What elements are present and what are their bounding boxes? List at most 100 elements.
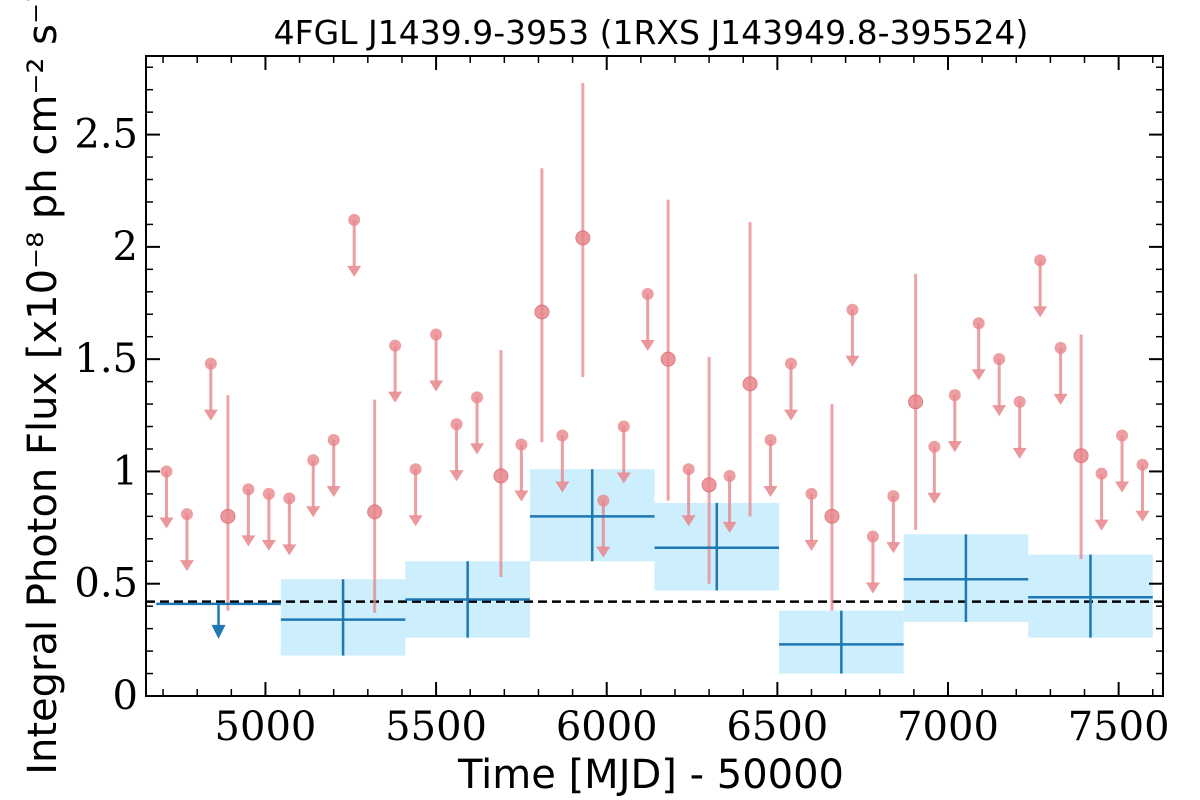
short-bin-point bbox=[660, 351, 676, 367]
short-bin-point bbox=[367, 504, 383, 520]
y-tick-label: 0 bbox=[113, 673, 138, 719]
short-bin-upper-limit-marker bbox=[597, 494, 610, 507]
short-bin-upper-limit-arrow bbox=[681, 515, 696, 527]
short-bin-point bbox=[824, 508, 840, 524]
short-bin-upper-limit-marker bbox=[785, 357, 798, 370]
short-bin-upper-limit-arrow bbox=[470, 443, 485, 455]
short-bin-upper-limit-marker bbox=[866, 530, 879, 543]
short-bin-upper-limit-marker bbox=[204, 357, 217, 370]
short-bin-upper-limit-marker bbox=[450, 418, 463, 431]
short-bin-upper-limit-arrow bbox=[596, 546, 611, 558]
short-bin-upper-limit-marker bbox=[993, 353, 1006, 366]
short-bin-upper-limit-arrow bbox=[514, 490, 529, 502]
chart-title: 4FGL J1439.9-3953 (1RXS J143949.8-395524… bbox=[274, 13, 1029, 52]
short-bin-upper-limit-arrow bbox=[449, 470, 464, 482]
y-tick-label: 2.5 bbox=[74, 112, 138, 158]
y-tick-label: 0.5 bbox=[74, 561, 138, 607]
short-bin-upper-limit-marker bbox=[1116, 429, 1129, 442]
short-bin-upper-limit-arrow bbox=[306, 506, 321, 518]
short-bin-upper-limit-marker bbox=[515, 438, 528, 451]
short-bin-point bbox=[575, 230, 591, 246]
short-bin-upper-limit-arrow bbox=[784, 409, 799, 421]
x-axis-label: Time [MJD] - 50000 bbox=[457, 752, 844, 798]
short-bin-upper-limit-arrow bbox=[971, 369, 986, 381]
short-bin-upper-limit-marker bbox=[471, 391, 484, 404]
short-bin-upper-limit-arrow bbox=[347, 265, 362, 277]
short-bin-upper-limit-marker bbox=[928, 440, 941, 453]
short-bin-upper-limit-arrow bbox=[261, 539, 276, 551]
short-bin-upper-limit-marker bbox=[327, 434, 340, 446]
y-axis-label: Integral Photon Flux [x10⁻⁸ ph cm⁻² s⁻¹] bbox=[20, 0, 66, 775]
short-bin-upper-limit-marker bbox=[283, 492, 296, 505]
long-bin-upper-limit-arrow bbox=[211, 624, 226, 639]
short-bin-upper-limit-arrow bbox=[429, 380, 444, 392]
short-bin-upper-limit-marker bbox=[805, 487, 818, 500]
short-bin-upper-limit-arrow bbox=[282, 544, 297, 556]
plot-frame bbox=[145, 55, 1164, 697]
short-bin-point bbox=[908, 394, 924, 410]
short-bin-upper-limit-arrow bbox=[845, 355, 860, 367]
short-bin-upper-limit-marker bbox=[641, 288, 654, 301]
short-bin-upper-limit-arrow bbox=[388, 391, 403, 403]
short-bin-upper-limit-marker bbox=[887, 490, 900, 503]
short-bin-upper-limit-arrow bbox=[1094, 519, 1109, 531]
x-tick-label: 5500 bbox=[385, 704, 487, 750]
short-bin-upper-limit-marker bbox=[389, 339, 402, 352]
short-bin-point bbox=[1073, 448, 1089, 464]
short-bin-upper-limit-arrow bbox=[804, 539, 819, 551]
short-bin-upper-limit-marker bbox=[1136, 458, 1149, 471]
short-bin-upper-limit-arrow bbox=[1135, 510, 1150, 522]
short-bin-upper-limit-marker bbox=[348, 213, 361, 226]
short-bin-upper-limit-arrow bbox=[203, 409, 218, 421]
short-bin-upper-limit-arrow bbox=[179, 560, 194, 572]
short-bin-upper-limit-marker bbox=[1054, 341, 1067, 354]
short-bin-upper-limit-arrow bbox=[927, 492, 942, 504]
short-bin-upper-limit-arrow bbox=[326, 486, 341, 497]
short-bin-upper-limit-arrow bbox=[640, 340, 655, 352]
axes: 5000 5500 6000 6500 7000 7500 0 0.5 1 1.5 2 2.5 bbox=[74, 55, 1170, 750]
short-bin-upper-limit-marker bbox=[972, 317, 985, 330]
x-tick-label: 6500 bbox=[726, 704, 828, 750]
short-bin-upper-limit-arrow bbox=[763, 486, 778, 497]
short-bin-upper-limit-marker bbox=[242, 483, 255, 496]
short-bin-upper-limit-marker bbox=[180, 508, 193, 521]
short-bin-upper-limit-arrow bbox=[159, 517, 174, 529]
short-bin-upper-limit-marker bbox=[1095, 467, 1108, 480]
short-bin-upper-limit-arrow bbox=[886, 542, 901, 554]
short-bin-upper-limit-marker bbox=[307, 454, 320, 467]
short-bin-upper-limit-arrow bbox=[722, 521, 737, 533]
short-bin-upper-limit-arrow bbox=[992, 405, 1007, 417]
short-bin-point bbox=[534, 304, 550, 320]
y-tick-label: 2 bbox=[113, 224, 138, 270]
short-bin-point bbox=[742, 376, 758, 392]
short-bin-upper-limit-marker bbox=[430, 328, 443, 341]
short-bin-upper-limit-arrow bbox=[408, 515, 423, 527]
short-bin-upper-limit-arrow bbox=[1115, 481, 1130, 493]
x-tick-label: 7500 bbox=[1068, 704, 1170, 750]
short-bin-upper-limit-arrow bbox=[1053, 393, 1068, 405]
short-bin-upper-limit-arrow bbox=[241, 535, 256, 547]
plot-area bbox=[146, 82, 1163, 674]
short-bin-upper-limit-marker bbox=[682, 463, 695, 476]
short-bin-upper-limit-marker bbox=[409, 463, 422, 476]
y-tick-label: 1 bbox=[113, 448, 138, 494]
short-bin-upper-limit-arrow bbox=[1033, 306, 1048, 318]
short-bin-point bbox=[220, 508, 236, 524]
short-bin-upper-limit-arrow bbox=[616, 472, 631, 484]
x-tick-label: 7000 bbox=[897, 704, 999, 750]
short-bin-upper-limit-marker bbox=[160, 465, 173, 478]
short-bin-upper-limit-marker bbox=[846, 303, 859, 316]
short-bin-upper-limit-marker bbox=[764, 434, 777, 446]
short-bin-upper-limit-marker bbox=[617, 420, 630, 433]
short-bin-point bbox=[493, 468, 509, 484]
short-bin-upper-limit-marker bbox=[1034, 254, 1047, 267]
short-bin-upper-limit-marker bbox=[1013, 395, 1026, 408]
short-bin-upper-limit-marker bbox=[948, 389, 961, 402]
x-tick-label: 5000 bbox=[215, 704, 317, 750]
short-bin-upper-limit-arrow bbox=[1012, 447, 1027, 459]
short-bin-upper-limit-arrow bbox=[555, 481, 570, 493]
x-tick-label: 6000 bbox=[556, 704, 658, 750]
short-bin-upper-limit-marker bbox=[262, 487, 275, 500]
short-bin-upper-limit-marker bbox=[556, 429, 569, 442]
